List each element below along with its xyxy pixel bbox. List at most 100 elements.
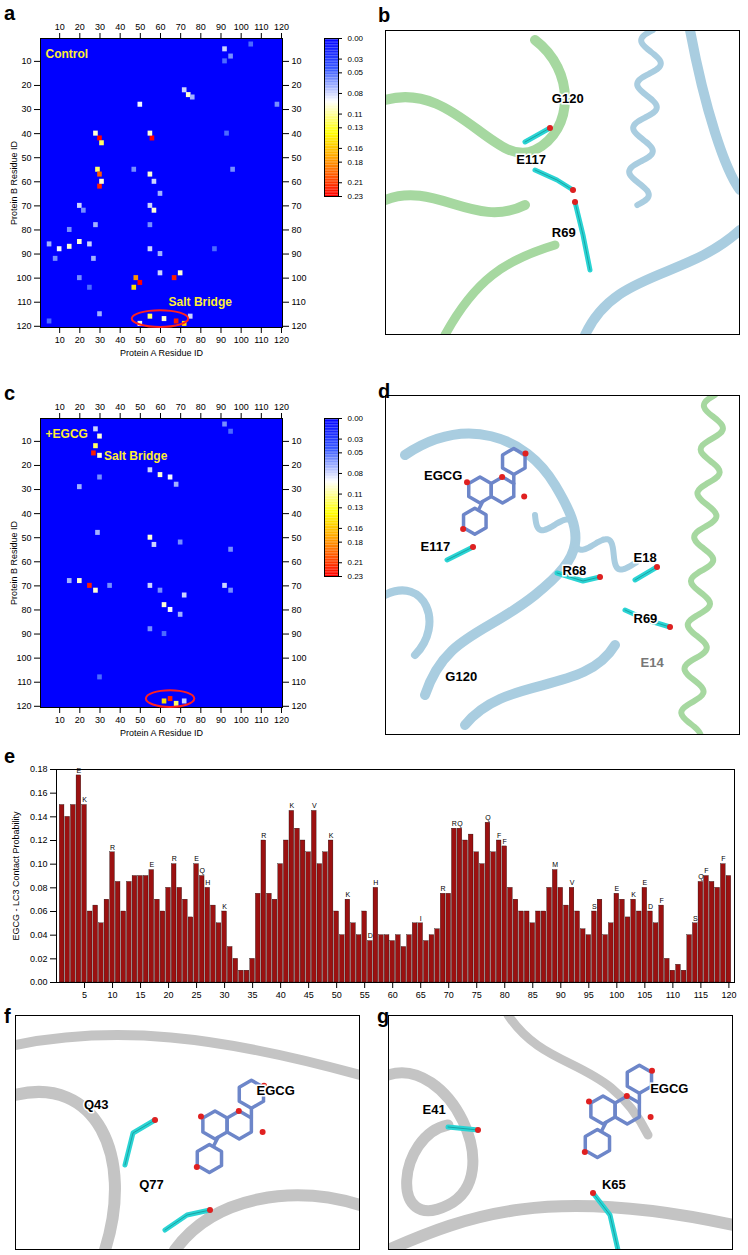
svg-text:0.23: 0.23 <box>348 572 364 581</box>
svg-text:100: 100 <box>292 273 307 283</box>
svg-text:100: 100 <box>234 402 249 412</box>
svg-text:EGCG - LC3 Contact Probability: EGCG - LC3 Contact Probability <box>11 811 21 941</box>
svg-text:110: 110 <box>254 715 268 725</box>
svg-text:E18: E18 <box>634 550 657 565</box>
svg-text:0.05: 0.05 <box>348 68 364 77</box>
svg-text:90: 90 <box>21 629 31 639</box>
svg-text:15: 15 <box>136 990 146 1000</box>
svg-text:110: 110 <box>17 297 31 307</box>
svg-text:0.12: 0.12 <box>30 835 48 845</box>
svg-text:105: 105 <box>637 990 652 1000</box>
svg-text:R: R <box>452 820 457 827</box>
svg-text:75: 75 <box>472 990 482 1000</box>
svg-text:80: 80 <box>21 605 31 615</box>
svg-text:70: 70 <box>21 581 31 591</box>
svg-text:0.05: 0.05 <box>348 448 364 457</box>
svg-text:10: 10 <box>292 436 302 446</box>
svg-text:120: 120 <box>16 701 31 711</box>
svg-text:20: 20 <box>292 460 302 470</box>
svg-text:F: F <box>497 832 501 839</box>
svg-text:0.13: 0.13 <box>348 123 364 132</box>
svg-text:0.18: 0.18 <box>348 158 364 167</box>
svg-text:0.23: 0.23 <box>348 192 364 201</box>
svg-text:F: F <box>660 897 664 904</box>
svg-text:E41: E41 <box>423 1102 446 1117</box>
svg-text:40: 40 <box>292 509 302 519</box>
svg-text:70: 70 <box>21 201 31 211</box>
svg-text:30: 30 <box>95 335 105 345</box>
svg-text:90: 90 <box>216 402 226 412</box>
svg-text:0.16: 0.16 <box>30 788 48 798</box>
svg-text:0.02: 0.02 <box>30 954 48 964</box>
svg-text:55: 55 <box>360 990 370 1000</box>
svg-text:0.08: 0.08 <box>30 883 48 893</box>
svg-text:40: 40 <box>276 990 286 1000</box>
svg-text:Control: Control <box>46 47 89 61</box>
svg-text:K65: K65 <box>602 1177 626 1192</box>
svg-text:70: 70 <box>176 402 186 412</box>
svg-text:70: 70 <box>176 715 186 725</box>
svg-text:50: 50 <box>292 153 302 163</box>
svg-text:20: 20 <box>21 460 31 470</box>
svg-text:30: 30 <box>292 104 302 114</box>
svg-text:D: D <box>368 932 373 939</box>
svg-text:D: D <box>648 903 653 910</box>
svg-text:65: 65 <box>416 990 426 1000</box>
svg-text:70: 70 <box>292 201 302 211</box>
svg-text:0.03: 0.03 <box>348 55 364 64</box>
svg-text:E: E <box>77 767 82 774</box>
svg-text:H: H <box>373 879 378 886</box>
svg-text:85: 85 <box>528 990 538 1000</box>
svg-text:K: K <box>222 903 227 910</box>
svg-text:K: K <box>631 891 636 898</box>
svg-text:R69: R69 <box>552 225 576 240</box>
svg-text:50: 50 <box>292 533 302 543</box>
svg-text:10: 10 <box>292 56 302 66</box>
svg-text:20: 20 <box>75 402 85 412</box>
svg-text:10: 10 <box>55 335 65 345</box>
svg-text:110: 110 <box>254 402 268 412</box>
svg-text:50: 50 <box>332 990 342 1000</box>
svg-text:Q: Q <box>485 814 491 822</box>
svg-text:110: 110 <box>666 990 680 1000</box>
svg-text:E: E <box>149 861 154 868</box>
svg-text:0.08: 0.08 <box>348 89 364 98</box>
svg-text:Protein B Residue ID: Protein B Residue ID <box>9 520 19 605</box>
svg-text:0.11: 0.11 <box>348 110 364 119</box>
svg-text:120: 120 <box>274 22 289 32</box>
svg-text:120: 120 <box>274 402 289 412</box>
svg-text:10: 10 <box>21 436 31 446</box>
svg-text:90: 90 <box>216 22 226 32</box>
svg-text:Q: Q <box>698 873 704 881</box>
svg-text:10: 10 <box>108 990 118 1000</box>
svg-text:Q77: Q77 <box>139 1177 164 1192</box>
svg-text:EGCG: EGCG <box>650 1081 688 1096</box>
svg-text:G120: G120 <box>445 669 477 684</box>
svg-text:90: 90 <box>556 990 566 1000</box>
svg-text:S: S <box>693 915 698 922</box>
svg-text:110: 110 <box>254 22 268 32</box>
svg-text:80: 80 <box>196 715 206 725</box>
svg-text:Q: Q <box>457 820 463 828</box>
svg-text:E117: E117 <box>516 152 546 167</box>
svg-text:Q43: Q43 <box>84 1097 109 1112</box>
svg-text:0.03: 0.03 <box>348 435 364 444</box>
svg-text:80: 80 <box>21 225 31 235</box>
svg-text:90: 90 <box>216 715 226 725</box>
svg-text:120: 120 <box>292 321 307 331</box>
svg-text:95: 95 <box>584 990 594 1000</box>
svg-text:50: 50 <box>135 402 145 412</box>
svg-text:100: 100 <box>609 990 624 1000</box>
svg-text:110: 110 <box>292 677 306 687</box>
svg-text:50: 50 <box>135 715 145 725</box>
svg-text:R68: R68 <box>563 563 587 578</box>
svg-text:Salt Bridge: Salt Bridge <box>169 295 233 309</box>
svg-text:R69: R69 <box>634 611 658 626</box>
svg-text:20: 20 <box>21 80 31 90</box>
svg-text:40: 40 <box>21 129 31 139</box>
svg-text:60: 60 <box>155 22 165 32</box>
svg-text:E: E <box>194 855 199 862</box>
svg-text:E: E <box>614 885 619 892</box>
svg-text:110: 110 <box>17 677 31 687</box>
svg-text:0.16: 0.16 <box>348 524 364 533</box>
